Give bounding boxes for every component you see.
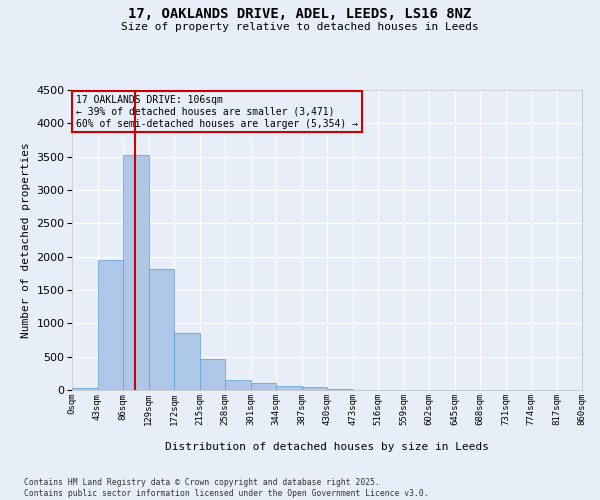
Bar [251,384,276,390]
Bar [302,387,327,390]
Bar [276,386,302,390]
Bar [225,380,251,390]
Bar [327,389,353,390]
Text: Contains HM Land Registry data © Crown copyright and database right 2025.
Contai: Contains HM Land Registry data © Crown c… [24,478,428,498]
Bar [174,332,199,390]
Bar [123,154,149,390]
Bar [97,260,123,390]
Bar [149,268,174,390]
Text: Size of property relative to detached houses in Leeds: Size of property relative to detached ho… [121,22,479,32]
Text: Distribution of detached houses by size in Leeds: Distribution of detached houses by size … [165,442,489,452]
Bar [199,360,225,390]
Y-axis label: Number of detached properties: Number of detached properties [20,142,31,338]
Text: 17 OAKLANDS DRIVE: 106sqm
← 39% of detached houses are smaller (3,471)
60% of se: 17 OAKLANDS DRIVE: 106sqm ← 39% of detac… [76,96,358,128]
Text: 17, OAKLANDS DRIVE, ADEL, LEEDS, LS16 8NZ: 17, OAKLANDS DRIVE, ADEL, LEEDS, LS16 8N… [128,8,472,22]
Bar [72,388,97,390]
